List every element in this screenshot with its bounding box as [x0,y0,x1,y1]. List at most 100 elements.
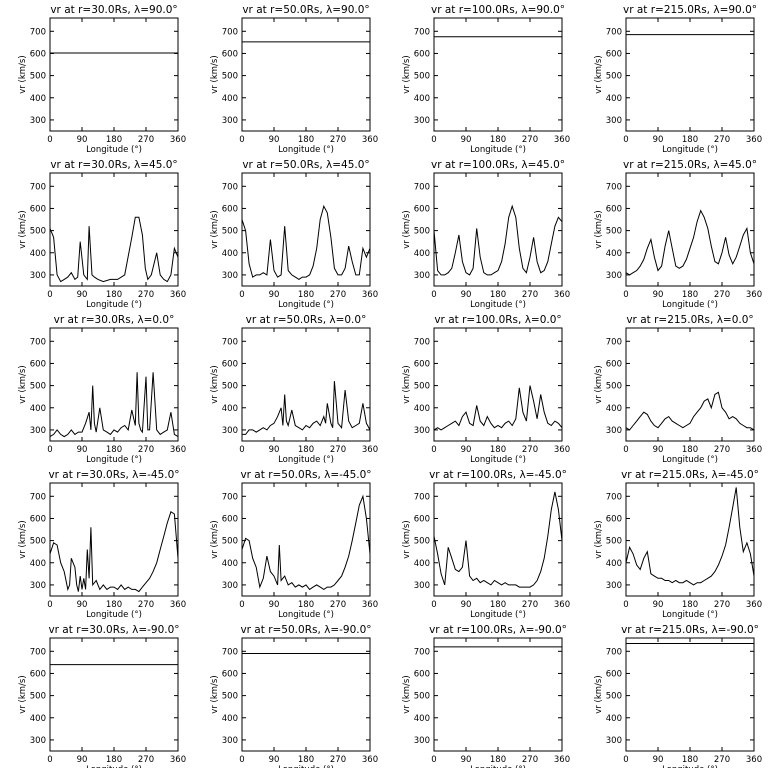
y-tick-label: 300 [414,116,430,126]
x-tick-label: 360 [170,135,186,145]
x-tick-label: 360 [362,755,378,765]
y-axis-label: vr (km/s) [402,520,412,558]
x-tick-label: 0 [47,755,52,765]
x-tick-label: 0 [431,135,436,145]
y-tick-label: 600 [414,514,430,524]
x-tick-label: 180 [298,290,314,300]
y-tick-label: 300 [414,581,430,591]
panel-title: vr at r=100.0Rs, λ=-45.0° [429,469,567,481]
panel-title: vr at r=30.0Rs, λ=-45.0° [48,469,179,481]
panel-title: vr at r=100.0Rs, λ=-90.0° [429,624,567,636]
x-tick-label: 180 [682,290,698,300]
panel-16: vr at r=30.0Rs, λ=-90.0° 0 90 180 270 360 300 4… [18,624,186,768]
y-tick-label: 300 [222,736,238,746]
y-tick-label: 400 [606,404,622,414]
x-tick-label: 270 [138,135,154,145]
x-tick-label: 180 [106,135,122,145]
y-tick-label: 300 [30,426,46,436]
x-tick-label: 90 [269,445,280,455]
x-tick-label: 90 [77,600,88,610]
panel-title: vr at r=215.0Rs, λ=-45.0° [621,469,759,481]
x-tick-label: 90 [653,135,664,145]
panel-8: vr at r=30.0Rs, λ=0.0° 0 90 180 270 360 300 400… [18,314,186,465]
y-tick-label: 600 [606,669,622,679]
x-tick-label: 270 [138,290,154,300]
panel-18: vr at r=100.0Rs, λ=-90.0° 0 90 180 270 360 300… [402,624,570,768]
plot-frame [433,172,563,287]
y-tick-label: 300 [222,426,238,436]
x-tick-label: 180 [298,445,314,455]
y-tick-label: 400 [606,714,622,724]
x-tick-label: 270 [522,600,538,610]
y-tick-label: 600 [414,49,430,59]
plot-frame [625,637,755,752]
panel-4: vr at r=30.0Rs, λ=45.0° 0 90 180 270 360 300 40… [18,159,186,310]
x-tick-label: 90 [77,135,88,145]
x-tick-label: 360 [170,755,186,765]
y-tick-label: 400 [414,714,430,724]
x-tick-label: 90 [269,135,280,145]
y-tick-label: 700 [222,337,238,347]
y-tick-label: 700 [30,647,46,657]
panel-12: vr at r=30.0Rs, λ=-45.0° 0 90 180 270 360 300 4… [18,469,186,620]
y-tick-label: 600 [606,49,622,59]
x-tick-label: 360 [362,290,378,300]
series-line [49,372,179,438]
panel-11: vr at r=215.0Rs, λ=0.0° 0 90 180 270 360 300 40… [594,314,762,465]
y-axis-label: vr (km/s) [402,210,412,248]
x-tick-label: 270 [714,290,730,300]
series-line [625,209,755,276]
x-tick-label: 180 [490,135,506,145]
x-axis-label: Longitude (°) [278,610,334,620]
x-axis-label: Longitude (°) [470,300,526,310]
x-tick-label: 180 [490,600,506,610]
plot-frame [241,17,371,132]
panel-title: vr at r=30.0Rs, λ=-90.0° [48,624,179,636]
panel-14: vr at r=100.0Rs, λ=-45.0° 0 90 180 270 360 300… [402,469,570,620]
x-tick-label: 360 [362,135,378,145]
x-tick-label: 0 [239,755,244,765]
y-axis-label: vr (km/s) [402,365,412,403]
y-tick-label: 300 [30,736,46,746]
y-axis-label: vr (km/s) [210,210,220,248]
y-tick-label: 700 [606,27,622,37]
x-tick-label: 90 [269,600,280,610]
y-tick-label: 300 [222,116,238,126]
y-tick-label: 400 [222,714,238,724]
y-axis-label: vr (km/s) [594,675,604,713]
y-tick-label: 700 [30,337,46,347]
x-tick-label: 90 [653,755,664,765]
x-tick-label: 180 [682,600,698,610]
y-tick-label: 400 [222,249,238,259]
series-line [241,204,371,280]
x-tick-label: 270 [138,755,154,765]
x-tick-label: 0 [239,135,244,145]
y-axis-label: vr (km/s) [594,520,604,558]
panel-title: vr at r=215.0Rs, λ=45.0° [623,159,757,171]
y-tick-label: 700 [606,337,622,347]
panel-2: vr at r=100.0Rs, λ=90.0° 0 90 180 270 360 300 4… [402,4,570,155]
y-tick-label: 700 [414,27,430,37]
x-tick-label: 0 [47,445,52,455]
y-axis-label: vr (km/s) [594,55,604,93]
x-tick-label: 90 [653,445,664,455]
x-tick-label: 90 [653,600,664,610]
y-tick-label: 400 [30,249,46,259]
x-tick-label: 360 [554,600,570,610]
y-axis-label: vr (km/s) [210,55,220,93]
y-axis-label: vr (km/s) [402,675,412,713]
x-tick-label: 270 [714,445,730,455]
y-tick-label: 300 [30,116,46,126]
y-tick-label: 500 [30,537,46,547]
y-tick-label: 500 [606,227,622,237]
y-tick-label: 700 [414,492,430,502]
y-tick-label: 500 [606,382,622,392]
panel-title: vr at r=215.0Rs, λ=90.0° [623,4,757,16]
y-tick-label: 300 [414,426,430,436]
x-tick-label: 0 [623,290,628,300]
panel-title: vr at r=215.0Rs, λ=-90.0° [621,624,759,636]
x-tick-label: 0 [623,755,628,765]
y-tick-label: 600 [414,359,430,369]
y-tick-label: 600 [30,514,46,524]
